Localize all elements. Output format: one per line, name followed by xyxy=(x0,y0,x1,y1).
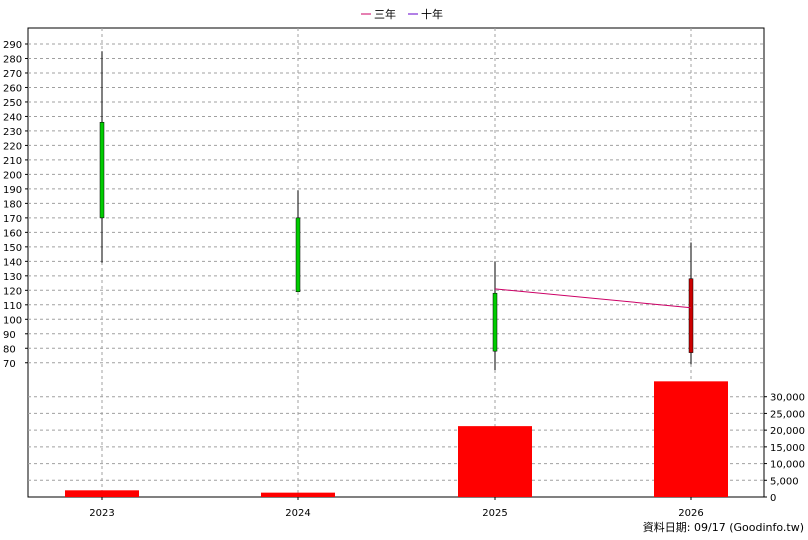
x-tick-label: 2026 xyxy=(678,508,703,519)
plot-frame xyxy=(27,27,765,498)
price-axis: 290 280 270 260 250 240 230 220 210 200 190 180 170 1… xyxy=(3,40,28,370)
volume-tick-label: 20,000 xyxy=(770,426,805,437)
volume-bar xyxy=(65,490,139,497)
legend: 三年 十年 xyxy=(361,7,443,21)
x-tick-label: 2023 xyxy=(89,508,114,519)
price-tick-label: 170 xyxy=(3,214,22,225)
candle-body xyxy=(295,217,301,293)
price-tick-label: 280 xyxy=(3,54,22,65)
grid xyxy=(28,28,764,497)
price-tick-label: 220 xyxy=(3,141,22,152)
volume-bar xyxy=(458,426,532,497)
price-tick-label: 90 xyxy=(3,330,16,341)
price-tick-label: 110 xyxy=(3,301,22,312)
volume-tick-label: 25,000 xyxy=(770,409,805,420)
price-tick-label: 160 xyxy=(3,228,22,239)
price-tick-label: 100 xyxy=(3,315,22,326)
volume-tick-label: 5,000 xyxy=(770,476,799,487)
volume-bar xyxy=(261,492,335,497)
price-tick-label: 180 xyxy=(3,199,22,210)
legend-label: 十年 xyxy=(421,7,443,21)
volume-bar xyxy=(654,381,728,497)
candle-body xyxy=(99,121,105,219)
price-tick-label: 270 xyxy=(3,69,22,80)
price-tick-label: 130 xyxy=(3,272,22,283)
price-tick-label: 200 xyxy=(3,170,22,181)
price-tick-label: 210 xyxy=(3,156,22,167)
footer-source: 資料日期: 09/17 (Goodinfo.tw) xyxy=(643,520,804,534)
volume-tick-label: 10,000 xyxy=(770,460,805,471)
price-tick-label: 140 xyxy=(3,257,22,268)
average-line xyxy=(494,288,692,309)
price-tick-label: 150 xyxy=(3,243,22,254)
x-tick-label: 2025 xyxy=(482,508,507,519)
price-tick-label: 260 xyxy=(3,83,22,94)
price-tick-label: 70 xyxy=(3,359,16,370)
price-tick-label: 240 xyxy=(3,112,22,123)
volume-tick-label: 0 xyxy=(770,493,776,504)
volume-axis: 0 5,000 10,000 15,000 20,000 25,000 30,000 xyxy=(764,393,805,504)
x-axis: 2023 2024 2025 2026 xyxy=(89,497,704,519)
price-tick-label: 120 xyxy=(3,286,22,297)
candle-body xyxy=(688,278,694,353)
volume-tick-label: 15,000 xyxy=(770,443,805,454)
volume-tick-label: 30,000 xyxy=(770,393,805,404)
x-tick-label: 2024 xyxy=(285,508,310,519)
price-tick-label: 230 xyxy=(3,127,22,138)
price-tick-label: 190 xyxy=(3,185,22,196)
volume-bars xyxy=(65,381,728,497)
legend-label: 三年 xyxy=(374,7,396,21)
candles xyxy=(99,51,694,370)
average-lines xyxy=(494,288,692,309)
price-tick-label: 290 xyxy=(3,40,22,51)
candle-body xyxy=(492,292,498,352)
price-tick-label: 80 xyxy=(3,344,16,355)
price-tick-label: 250 xyxy=(3,98,22,109)
